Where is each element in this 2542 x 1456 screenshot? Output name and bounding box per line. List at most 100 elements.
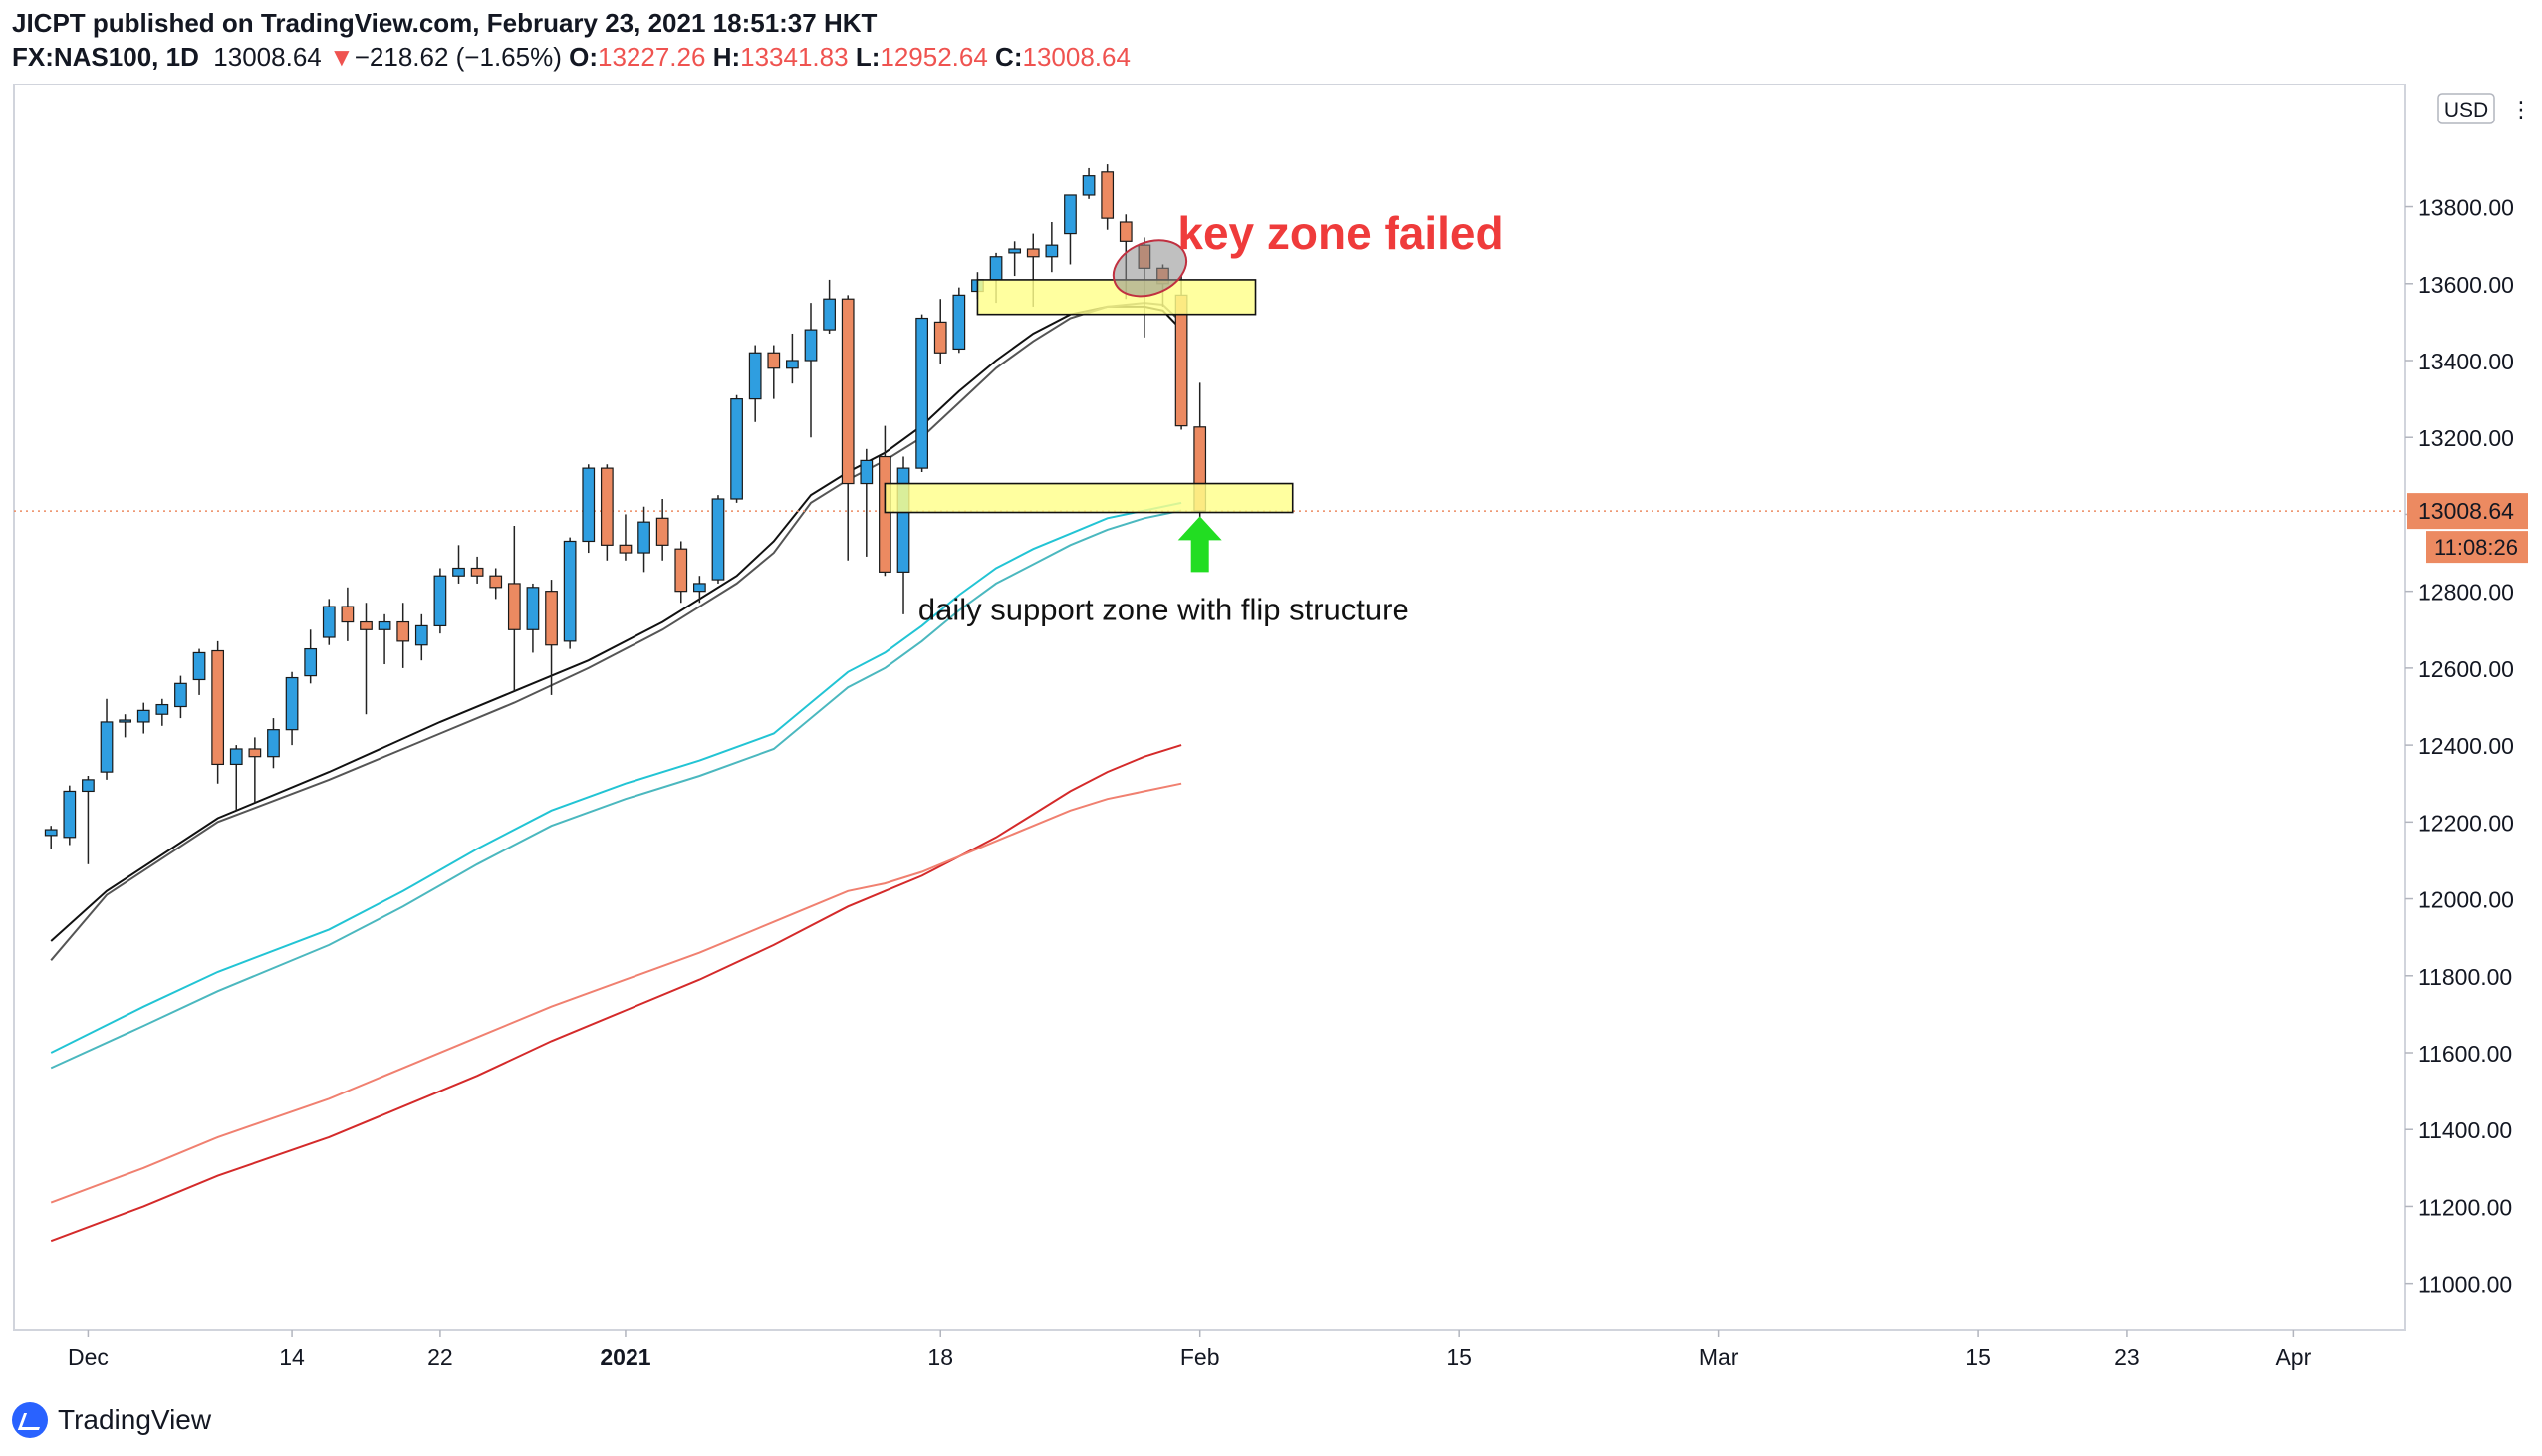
time-tick-label: Mar bbox=[1699, 1344, 1739, 1370]
candle-body bbox=[44, 829, 58, 837]
publisher-line: JICPT published on TradingView.com, Febr… bbox=[12, 8, 878, 38]
moving-average-line-4 bbox=[50, 509, 1182, 1070]
support-zone-annotation: daily support zone with flip structure bbox=[918, 593, 1409, 627]
candle-body bbox=[804, 329, 818, 362]
candle-body bbox=[1064, 194, 1077, 235]
key-zone-annotation: key zone failed bbox=[1177, 207, 1503, 259]
candle-body bbox=[841, 298, 855, 485]
price-tick-label: 11000.00 bbox=[2418, 1272, 2512, 1298]
failed-zone-highlight bbox=[1112, 239, 1188, 298]
high-value: 13341.83 bbox=[740, 42, 849, 72]
candle-body bbox=[82, 779, 95, 793]
candle-body bbox=[304, 647, 318, 677]
time-tick-label: Apr bbox=[2275, 1344, 2311, 1370]
candle-body bbox=[229, 748, 243, 766]
brand-label: TradingView bbox=[58, 1404, 212, 1435]
candle-body bbox=[285, 676, 299, 731]
candle-body bbox=[1045, 244, 1059, 258]
time-tick-label: 15 bbox=[1446, 1344, 1472, 1370]
candle-body bbox=[693, 583, 706, 593]
candle-body bbox=[786, 360, 799, 369]
candle-body bbox=[915, 317, 928, 469]
moving-average-line-6 bbox=[50, 782, 1182, 1204]
candle-body bbox=[489, 575, 503, 589]
up-arrow-icon bbox=[1177, 516, 1222, 573]
candle-body bbox=[155, 703, 169, 715]
candle-body bbox=[211, 649, 225, 766]
candle-body bbox=[879, 455, 891, 573]
candle-body bbox=[600, 467, 614, 546]
chart-area[interactable]: key zone failed daily support zone with f… bbox=[0, 83, 2542, 1384]
candle-body bbox=[563, 540, 577, 642]
price-tick-label: 13800.00 bbox=[2418, 195, 2514, 221]
price-tick-label: 12800.00 bbox=[2418, 580, 2514, 606]
close-label: C: bbox=[995, 42, 1023, 72]
high-label: H: bbox=[712, 42, 741, 72]
candle-body bbox=[823, 298, 836, 331]
currency-badge bbox=[2437, 93, 2495, 124]
candle-body bbox=[119, 719, 131, 723]
candle-body bbox=[396, 620, 410, 642]
candle-body bbox=[100, 721, 114, 773]
candle-body bbox=[767, 352, 781, 369]
price-tick-label: 12200.00 bbox=[2418, 810, 2514, 836]
low-label: L: bbox=[855, 42, 881, 72]
axis-menu-icon: ⋮ bbox=[2510, 97, 2532, 121]
time-tick-label: 18 bbox=[927, 1344, 953, 1370]
candle-body bbox=[136, 709, 150, 723]
candle-body bbox=[526, 587, 540, 630]
open-label: O: bbox=[569, 42, 598, 72]
symbol-label[interactable]: FX:NAS100, 1D bbox=[12, 42, 199, 72]
close-value: 13008.64 bbox=[1022, 42, 1131, 72]
price-tick-label: 12600.00 bbox=[2418, 656, 2514, 682]
time-tick-label: 2021 bbox=[600, 1344, 650, 1370]
time-tick-label: 15 bbox=[1965, 1344, 1991, 1370]
price-chart[interactable]: key zone failed daily support zone with f… bbox=[0, 83, 2542, 1384]
price-tick-label: 11600.00 bbox=[2418, 1041, 2512, 1067]
price-tick-label: 13200.00 bbox=[2418, 425, 2514, 451]
candle-body bbox=[174, 682, 187, 708]
candle-body bbox=[192, 651, 206, 681]
candle-body bbox=[933, 321, 947, 354]
change-value: −218.62 (−1.65%) bbox=[354, 42, 562, 72]
chart-header: JICPT published on TradingView.com, Febr… bbox=[0, 0, 2542, 84]
tradingview-logo-icon bbox=[12, 1402, 48, 1438]
candle-body bbox=[582, 467, 596, 543]
candle-body bbox=[545, 591, 558, 646]
price-tick-label: 11800.00 bbox=[2418, 964, 2512, 990]
candle-body bbox=[860, 459, 874, 485]
candle-body bbox=[63, 790, 77, 839]
candle-body bbox=[748, 352, 762, 400]
countdown-label: 11:08:26 bbox=[2434, 535, 2518, 560]
candle-body bbox=[655, 517, 669, 546]
candle-body bbox=[341, 606, 355, 623]
candle-body bbox=[637, 521, 650, 554]
candle-body bbox=[619, 544, 633, 554]
candle-body bbox=[896, 467, 910, 573]
moving-average-line-3 bbox=[50, 501, 1182, 1054]
price-tick-label: 13600.00 bbox=[2418, 272, 2514, 298]
price-tick-label: 12400.00 bbox=[2418, 733, 2514, 759]
candle-body bbox=[711, 498, 725, 581]
price-tick-label: 13400.00 bbox=[2418, 349, 2514, 374]
footer: TradingView bbox=[0, 1384, 2542, 1456]
last-price-label: 13008.64 bbox=[2418, 498, 2514, 524]
plot-frame bbox=[13, 83, 2406, 1331]
candle-body bbox=[360, 620, 373, 630]
candle-body bbox=[952, 294, 966, 351]
moving-average-line-5 bbox=[50, 744, 1182, 1243]
candle-body bbox=[452, 567, 465, 577]
candle-body bbox=[1119, 221, 1133, 242]
candle-body bbox=[470, 567, 484, 577]
tradingview-brand[interactable]: TradingView bbox=[12, 1400, 211, 1440]
candle-body bbox=[1008, 248, 1022, 254]
candle-body bbox=[730, 398, 743, 500]
countdown-badge bbox=[2426, 531, 2528, 564]
candle-body bbox=[248, 748, 262, 758]
candle-body bbox=[414, 624, 428, 646]
time-tick-label: Feb bbox=[1180, 1344, 1220, 1370]
candle-body bbox=[1082, 175, 1096, 196]
candle-body bbox=[507, 583, 521, 630]
currency-label: USD bbox=[2444, 99, 2488, 121]
candle-body bbox=[989, 256, 1003, 281]
